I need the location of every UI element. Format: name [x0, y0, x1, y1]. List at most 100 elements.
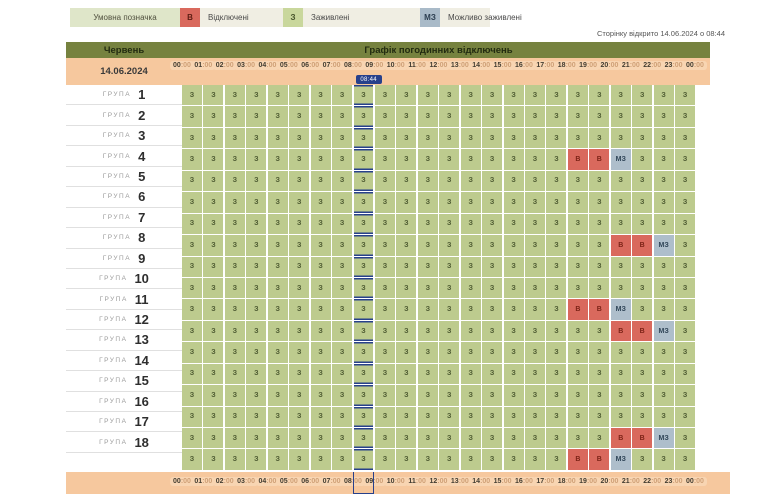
schedule-cell: З	[182, 363, 202, 385]
status-maybe-label: Можливо заживлені	[448, 13, 522, 22]
schedule-cell: З	[203, 149, 224, 170]
schedule-cell: З	[632, 127, 653, 149]
schedule-cell: З	[610, 406, 631, 427]
group-row-label: ГРУПА 5	[66, 166, 182, 188]
schedule-cell: З	[675, 192, 695, 213]
schedule-cell: З	[439, 149, 460, 170]
schedule-cell: З	[396, 170, 417, 192]
schedule-cell: З	[460, 149, 481, 170]
schedule-cell: МЗ	[610, 149, 631, 170]
schedule-cell: З	[525, 213, 545, 235]
time-label: 22:00	[640, 476, 665, 486]
schedule-cell: З	[332, 127, 352, 149]
time-header-top: 14.06.2024 00:00 01:00 02:00 03:00 04:00 05:0…	[66, 58, 710, 85]
schedule-cell: З	[610, 85, 631, 106]
schedule-cell: З	[374, 320, 395, 342]
group-number: 11	[134, 291, 149, 307]
schedule-cell: З	[203, 363, 224, 385]
schedule-cell: З	[353, 363, 374, 385]
schedule-cell: З	[310, 192, 331, 213]
schedule-cell: З	[439, 385, 460, 406]
schedule-cell: З	[439, 127, 460, 149]
schedule-cell: З	[567, 320, 588, 342]
schedule-cell: З	[224, 85, 245, 106]
schedule-cell: З	[246, 127, 267, 149]
schedule-cell: З	[482, 170, 503, 192]
schedule-cell: З	[332, 320, 352, 342]
schedule-cell: З	[246, 449, 267, 470]
time-label: 21:00	[618, 476, 643, 486]
schedule-cell: З	[482, 363, 503, 385]
group-number: 5	[138, 168, 146, 184]
schedule-cell: З	[503, 277, 524, 299]
schedule-cell: З	[310, 277, 331, 299]
schedule-cell: З	[182, 342, 202, 363]
schedule-cell: З	[675, 256, 695, 277]
schedule-cell: З	[182, 449, 202, 470]
schedule-cell: З	[332, 342, 352, 363]
schedule-cell: З	[632, 363, 653, 385]
schedule-cell: З	[632, 192, 653, 213]
schedule-cell: В	[567, 299, 588, 320]
schedule-cell: З	[267, 192, 288, 213]
schedule-cell: В	[589, 299, 610, 320]
group-word: ГРУПА	[102, 111, 132, 119]
schedule-cell: З	[310, 299, 331, 320]
schedule-cell: З	[567, 406, 588, 427]
schedule-cell: З	[224, 342, 245, 363]
group-number: 17	[134, 414, 149, 430]
schedule-cell: З	[439, 320, 460, 342]
schedule-cell: З	[267, 299, 288, 320]
schedule-cell: З	[632, 170, 653, 192]
schedule-cell: З	[374, 256, 395, 277]
schedule-cell: З	[675, 385, 695, 406]
schedule-cell: З	[460, 256, 481, 277]
time-label: 17:00	[533, 476, 558, 486]
schedule-cell: З	[182, 406, 202, 427]
schedule-cell: З	[353, 449, 374, 470]
group-word: ГРУПА	[102, 172, 132, 180]
schedule-cell: З	[396, 277, 417, 299]
schedule-cell: З	[610, 277, 631, 299]
schedule-cell: З	[310, 256, 331, 277]
schedule-cell: З	[203, 256, 224, 277]
legend-title: Умовна позначка	[70, 8, 180, 27]
schedule-cell: МЗ	[610, 449, 631, 470]
schedule-cell: З	[675, 127, 695, 149]
time-label: 23:00	[661, 61, 686, 70]
schedule-cell: З	[589, 235, 610, 256]
status-maybe-chip: МЗ	[420, 8, 440, 27]
schedule-cell: З	[267, 256, 288, 277]
group-word: ГРУПА	[99, 316, 128, 324]
schedule-cell: З	[610, 363, 631, 385]
schedule-cell: З	[203, 277, 224, 299]
group-word: ГРУПА	[99, 356, 128, 364]
schedule-cell: З	[182, 385, 202, 406]
schedule-cell: З	[567, 385, 588, 406]
schedule-cell: В	[589, 149, 610, 170]
schedule-header: Червень Графік погодинних відключень	[66, 42, 710, 58]
schedule-cell: З	[332, 192, 352, 213]
schedule-cell: З	[546, 213, 567, 235]
time-label: 01:00	[191, 476, 216, 486]
schedule-cell: З	[460, 170, 481, 192]
schedule-cell: З	[182, 299, 202, 320]
schedule-cell: З	[546, 342, 567, 363]
schedule-cell: З	[632, 449, 653, 470]
group-row-label: ГРУПА 9	[66, 248, 182, 269]
time-label: 06:00	[298, 476, 323, 486]
schedule-cell: З	[439, 213, 460, 235]
schedule-cell: З	[289, 385, 310, 406]
schedule-cell: З	[439, 299, 460, 320]
schedule-cell: З	[246, 170, 267, 192]
time-label: 13:00	[447, 61, 472, 70]
group-number: 2	[138, 107, 146, 123]
schedule-cell: З	[353, 170, 374, 192]
schedule-cell: З	[182, 235, 202, 256]
schedule-cell: З	[525, 170, 545, 192]
schedule-cell: З	[246, 106, 267, 127]
time-label: 16:00	[512, 476, 536, 486]
legend-bar: Умовна позначка В Відключені З Заживлені…	[70, 8, 522, 27]
schedule-cell: З	[460, 320, 481, 342]
schedule-cell: З	[310, 385, 331, 406]
